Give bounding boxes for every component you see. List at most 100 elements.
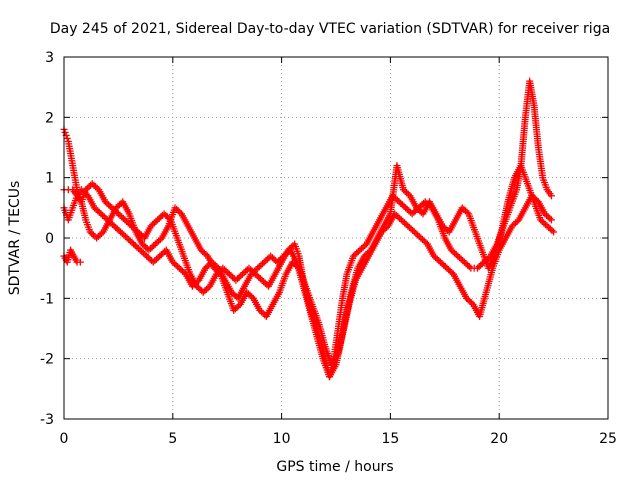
data-point <box>263 255 271 263</box>
data-point <box>412 229 420 237</box>
y-tick-label: 3 <box>45 50 54 66</box>
data-point <box>262 257 270 265</box>
data-point <box>356 246 364 254</box>
data-point <box>227 272 235 280</box>
data-point <box>383 223 391 231</box>
data-point <box>409 226 417 234</box>
data-point <box>252 266 260 274</box>
data-point <box>458 204 466 212</box>
data-point <box>79 187 87 195</box>
data-point <box>541 220 549 228</box>
data-point <box>512 219 520 227</box>
data-point <box>397 216 405 224</box>
axis-ticks: 0 5 10 15 20 25 -3 -2 -1 0 1 2 3 <box>40 50 617 447</box>
data-point <box>248 293 256 301</box>
data-point <box>432 254 440 262</box>
data-point <box>461 207 469 215</box>
data-point <box>202 251 210 259</box>
data-point <box>234 275 242 283</box>
y-tick-label: 2 <box>45 110 54 126</box>
y-tick-label: 1 <box>45 171 54 187</box>
y-axis-label: SDTVAR / TECUs <box>7 181 23 296</box>
data-point <box>130 240 138 248</box>
data-point <box>533 196 541 204</box>
data-point <box>244 290 252 298</box>
data-point <box>358 245 366 253</box>
data-point <box>208 258 216 266</box>
data-point <box>255 273 263 281</box>
data-point <box>171 204 179 212</box>
data-point <box>203 285 211 293</box>
data-point <box>95 208 103 216</box>
data-point <box>544 213 552 221</box>
data-point <box>464 296 472 304</box>
data-point <box>242 267 250 275</box>
data-point <box>190 281 198 289</box>
data-point <box>475 263 483 271</box>
data-point <box>449 248 457 256</box>
data-point <box>89 231 97 239</box>
data-point <box>151 240 159 248</box>
y-tick-label: -3 <box>40 412 54 428</box>
data-point <box>260 278 268 286</box>
x-tick-label: 5 <box>168 431 177 447</box>
data-point <box>416 207 424 215</box>
data-point <box>146 245 154 253</box>
data-point <box>417 234 425 242</box>
data-point <box>160 210 168 218</box>
data-point <box>104 216 112 224</box>
data-point <box>430 252 438 260</box>
data-point <box>447 246 455 254</box>
data-point <box>114 202 122 210</box>
data-point <box>151 257 159 265</box>
data-point <box>240 269 248 277</box>
data-point <box>238 270 246 278</box>
data-point <box>540 219 548 227</box>
data-point <box>138 240 146 248</box>
data-point <box>457 255 465 263</box>
data-point <box>116 211 124 219</box>
data-point <box>115 226 123 234</box>
data-point <box>452 251 460 259</box>
data-point <box>361 242 369 250</box>
data-point <box>268 254 276 262</box>
data-point <box>543 222 551 230</box>
data-point <box>378 228 386 236</box>
data-point <box>193 278 201 286</box>
data-point <box>442 225 450 233</box>
data-point <box>414 205 422 213</box>
data-point <box>147 222 155 230</box>
data-point <box>246 291 254 299</box>
data-point <box>170 260 178 268</box>
data-point <box>83 184 91 192</box>
data-point <box>152 217 160 225</box>
data-point <box>118 229 126 237</box>
data-point <box>140 242 148 250</box>
data-point <box>145 246 153 254</box>
data-point <box>283 249 291 257</box>
data-point <box>280 252 288 260</box>
data-point <box>108 220 116 228</box>
data-point <box>281 251 289 259</box>
data-point <box>232 276 240 284</box>
data-point <box>273 258 281 266</box>
data-point <box>230 306 238 314</box>
data-point <box>454 252 462 260</box>
data-point <box>529 193 537 201</box>
data-point <box>162 211 170 219</box>
data-point <box>149 220 157 228</box>
data-point <box>405 207 413 215</box>
data-point <box>118 213 126 221</box>
data-point <box>277 255 285 263</box>
data-point <box>253 272 261 280</box>
data-point <box>196 285 204 293</box>
data-point <box>404 222 412 230</box>
data-point <box>396 214 404 222</box>
data-point <box>138 248 146 256</box>
data-point <box>359 243 367 251</box>
data-point <box>228 288 236 296</box>
data-point <box>200 249 208 257</box>
data-point <box>131 242 139 250</box>
data-point <box>541 210 549 218</box>
data-point <box>235 302 243 310</box>
